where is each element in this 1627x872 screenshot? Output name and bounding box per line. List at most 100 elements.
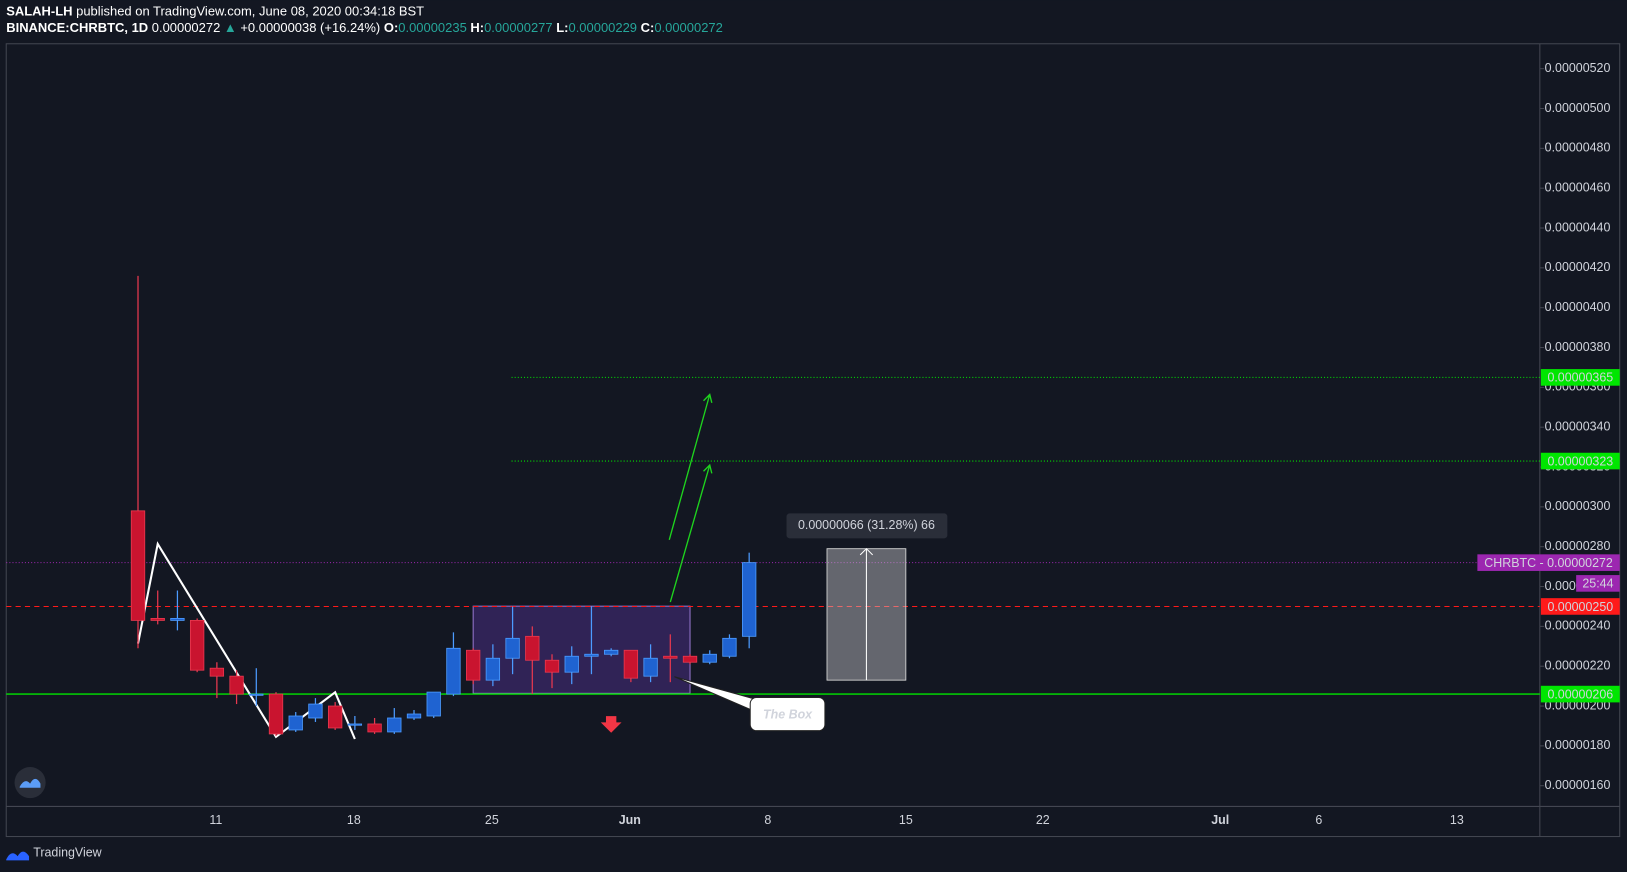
chart-frame: [5, 43, 1621, 838]
level-label: 0.00000365: [1547, 371, 1613, 385]
projection-arrow: [668, 394, 711, 540]
x-tick-label: 11: [209, 813, 222, 827]
candle-body: [268, 693, 284, 735]
candle-body: [623, 649, 639, 679]
logo-icon: [19, 778, 41, 788]
arrow-head: [703, 393, 713, 403]
level-label-bg: [1540, 369, 1620, 386]
level-label-bg: [1540, 598, 1620, 615]
candle-body: [584, 653, 599, 657]
y-tick-label: 0.00000420: [1545, 260, 1611, 274]
candle-body: [722, 637, 737, 657]
footer-logo: [6, 851, 30, 861]
countdown: 25:44: [1582, 577, 1613, 591]
candle-body: [209, 667, 225, 677]
header-line-1: SALAH-LH published on TradingView.com, J…: [6, 4, 424, 19]
level-label: CHRBTC - 0.00000272: [1484, 556, 1613, 570]
measure-label: 0.00000066 (31.28%) 66: [798, 518, 935, 532]
callout: [749, 696, 826, 732]
author: SALAH-LH: [6, 4, 72, 19]
candle-body: [643, 657, 658, 677]
h: 0.00000277: [484, 21, 553, 36]
y-tick-label: 0.00000520: [1545, 61, 1611, 75]
l-label: L:: [556, 21, 568, 36]
candle-body: [702, 653, 717, 663]
candle-body: [564, 655, 579, 673]
measure-label-bg: [786, 513, 948, 539]
candle-body: [663, 655, 678, 659]
callout-text: The Box: [763, 707, 813, 721]
published: published on TradingView.com, June 08, 2…: [76, 4, 424, 19]
o-label: O:: [384, 21, 398, 36]
candle-body: [485, 657, 501, 681]
x-tick-label: 22: [1036, 813, 1050, 827]
y-tick-label: 0.00000300: [1545, 499, 1611, 513]
y-tick-label: 0.00000280: [1545, 539, 1611, 553]
y-tick-label: 0.00000460: [1545, 180, 1611, 194]
y-tick-label: 0.00000500: [1545, 101, 1611, 115]
candle-body: [604, 649, 619, 655]
candle-body: [426, 691, 441, 717]
symbol: BINANCE:CHRBTC, 1D: [6, 21, 148, 36]
candle-body: [544, 659, 560, 673]
y-tick-label: 0.00000380: [1545, 340, 1611, 354]
x-tick-label: 18: [347, 813, 361, 827]
level-label-bg: [1540, 685, 1620, 703]
candle-body: [682, 655, 698, 663]
candle-body: [229, 675, 244, 695]
x-tick-label: Jun: [619, 813, 641, 827]
candle-body: [347, 723, 363, 726]
x-tick-label: Jul: [1211, 813, 1229, 827]
candle-body: [446, 647, 461, 695]
candle-body: [387, 717, 402, 733]
logo-badge: [14, 767, 46, 799]
candle-body: [505, 637, 520, 659]
y-tick-label: 0.00000480: [1545, 141, 1611, 155]
y-tick-label: 0.00000160: [1545, 778, 1611, 792]
x-tick-label: 15: [899, 813, 913, 827]
candle-body: [288, 715, 303, 731]
arrow-head: [703, 463, 713, 474]
countdown-bg: [1576, 575, 1620, 592]
last: 0.00000272: [152, 21, 221, 36]
projection-arrow: [669, 464, 711, 603]
candle-body: [308, 703, 323, 719]
candle-body: [130, 510, 146, 621]
level-label: 0.00000323: [1547, 454, 1613, 468]
candle-body: [465, 649, 481, 681]
candle-body: [525, 635, 540, 661]
candle-body: [249, 693, 264, 696]
c: 0.00000272: [654, 21, 723, 36]
candle-body: [150, 617, 165, 621]
candle-body: [367, 723, 382, 733]
y-tick-label: 0.00000400: [1545, 300, 1611, 314]
c-label: C:: [641, 21, 655, 36]
l: 0.00000229: [568, 21, 637, 36]
candle-body: [189, 619, 205, 671]
x-tick-label: 8: [764, 813, 771, 827]
arrow: ▲: [224, 21, 237, 36]
candle-body: [742, 562, 757, 637]
x-tick-label: 6: [1315, 813, 1322, 827]
level-label: 0.00000206: [1547, 687, 1613, 701]
change: +0.00000038 (+16.24%): [240, 21, 380, 36]
header-line-2: BINANCE:CHRBTC, 1D 0.00000272 ▲ +0.00000…: [6, 21, 723, 36]
plot: [6, 275, 1540, 740]
y-tick-label: 0.00000240: [1545, 619, 1611, 633]
level-label-bg: [1477, 554, 1620, 571]
candle-body: [406, 713, 422, 719]
y-tick-label: 0.00000440: [1545, 220, 1611, 234]
h-label: H:: [470, 21, 484, 36]
y-tick-label: 0.00000220: [1545, 658, 1611, 672]
measure-arrow-head: [859, 547, 874, 556]
o: 0.00000235: [398, 21, 467, 36]
level-label: 0.00000250: [1547, 600, 1613, 614]
y-tick-label: 0.00000340: [1545, 419, 1611, 433]
x-tick-label: 13: [1450, 813, 1464, 827]
candle-body: [327, 705, 343, 729]
down-marker: [600, 716, 622, 733]
candle-body: [170, 617, 185, 621]
footer-brand: TradingView: [33, 845, 102, 859]
